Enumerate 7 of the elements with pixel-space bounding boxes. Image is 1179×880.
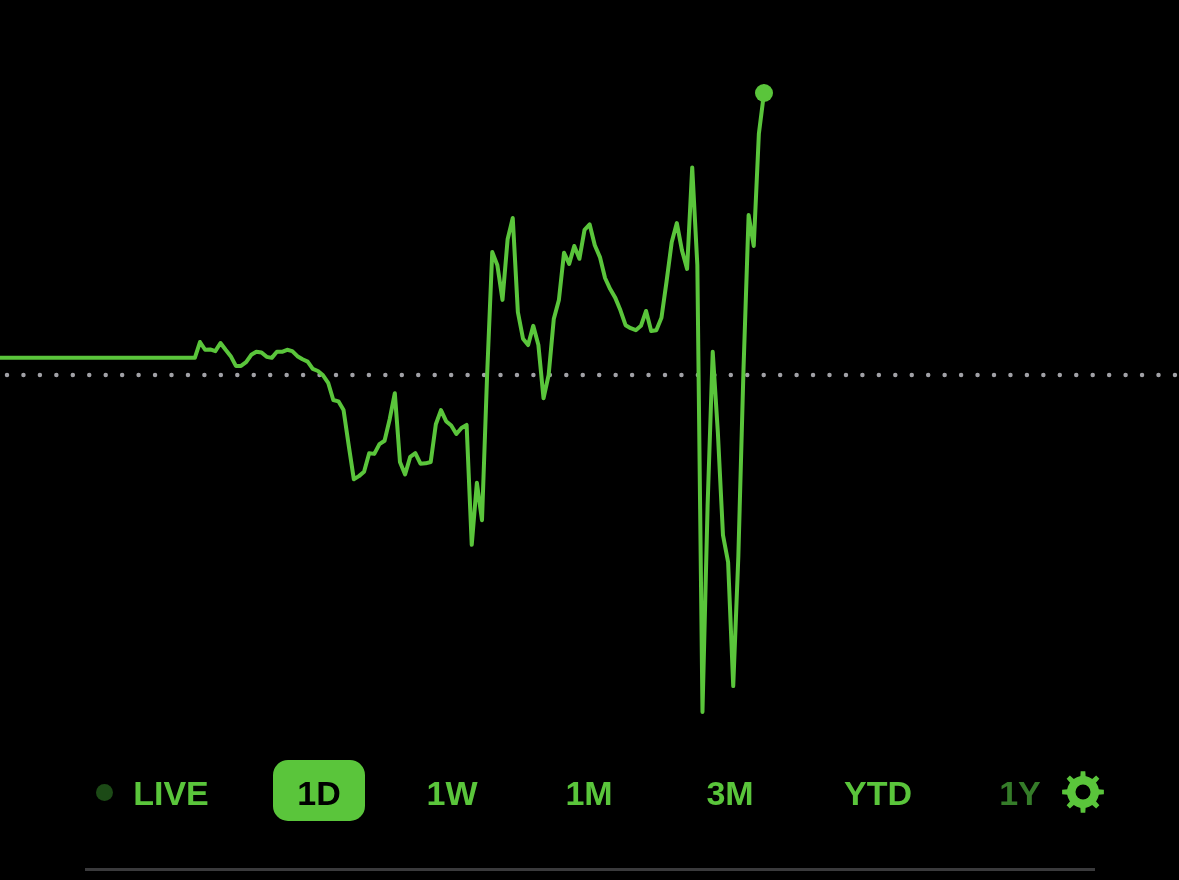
text: YTD (844, 774, 912, 812)
text: 1W (426, 774, 478, 812)
text: 3M (706, 774, 754, 812)
text: LIVE (133, 774, 209, 812)
text: 1Y (999, 774, 1041, 812)
text: 1D (297, 774, 341, 812)
text: 1M (565, 774, 613, 812)
